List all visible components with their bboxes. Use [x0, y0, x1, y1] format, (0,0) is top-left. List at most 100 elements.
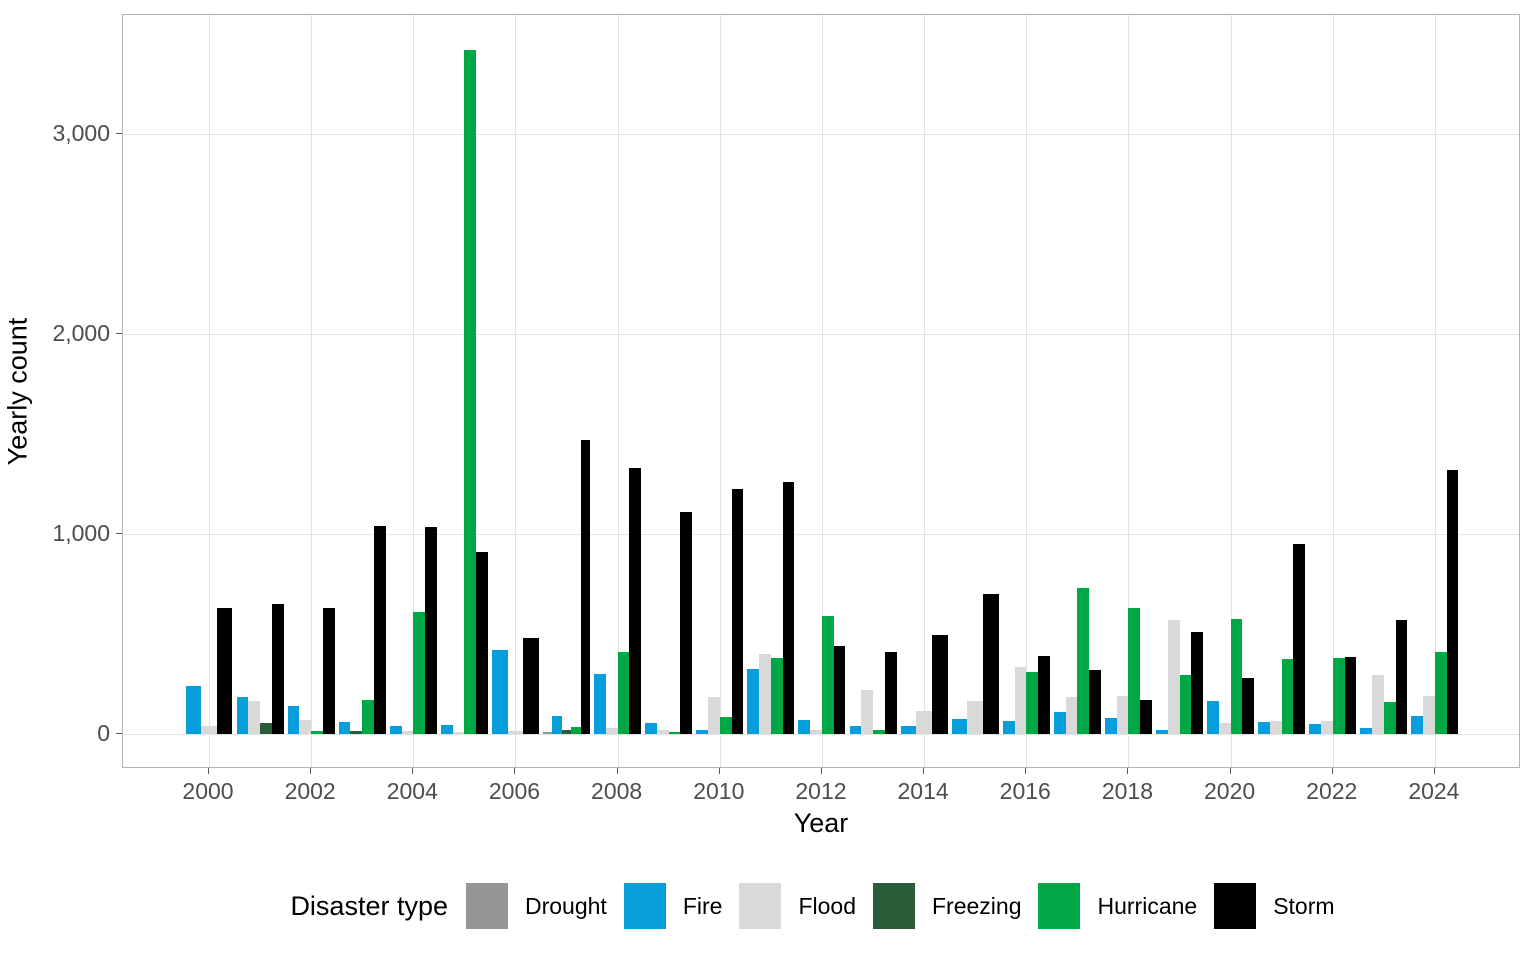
y-tick-mark: [116, 533, 122, 534]
x-tick-mark: [514, 768, 516, 774]
bar-flood-2004: [401, 731, 414, 734]
x-tick-mark: [1025, 768, 1027, 774]
bar-storm-2014: [931, 635, 948, 734]
x-tick-mark: [1331, 768, 1333, 774]
legend-title: Disaster type: [290, 890, 448, 921]
x-tick-mark: [1433, 768, 1435, 774]
bar-hurricane-2011: [770, 658, 783, 734]
bar-fire-2010: [696, 730, 709, 734]
gridline-x: [719, 15, 721, 767]
gridline-y: [123, 134, 1519, 135]
legend-item-drought: Drought: [466, 883, 607, 929]
legend-swatch-drought: [466, 883, 508, 929]
legend-swatch-flood: [739, 883, 782, 929]
bar-flood-2017: [1065, 697, 1078, 734]
bar-hurricane-2004: [413, 612, 426, 734]
bar-storm-2009: [680, 512, 693, 734]
gridline-x: [1026, 15, 1028, 767]
x-tick-label: 2022: [1306, 778, 1358, 804]
x-tick-label: 2000: [182, 778, 234, 804]
bar-fire-2007: [552, 716, 562, 734]
bar-flood-2008: [605, 728, 618, 734]
bar-fire-2023: [1360, 728, 1373, 734]
bar-storm-2019: [1191, 632, 1204, 734]
legend-item-flood: Flood: [739, 883, 856, 929]
legend-label: Hurricane: [1097, 892, 1198, 919]
bar-fire-2011: [747, 669, 760, 734]
bar-freezing-2001: [260, 723, 272, 734]
x-tick-label: 2008: [591, 778, 643, 804]
bar-fire-2004: [389, 726, 402, 734]
x-tick-label: 2004: [386, 778, 438, 804]
bar-storm-2002: [322, 608, 335, 734]
bar-hurricane-2012: [821, 616, 834, 734]
y-tick-label: 1,000: [52, 520, 110, 546]
x-tick-mark: [1127, 768, 1129, 774]
bar-fire-2016: [1002, 721, 1015, 734]
bar-fire-2005: [440, 725, 453, 734]
bar-hurricane-2022: [1332, 658, 1345, 734]
bar-fire-2018: [1104, 718, 1117, 734]
bar-hurricane-2005: [464, 50, 477, 734]
legend: Disaster type Drought Fire Flood Freezing Hu…: [122, 880, 1520, 932]
bar-hurricane-2018: [1128, 608, 1141, 734]
bar-storm-2004: [425, 527, 437, 734]
bar-storm-2018: [1140, 700, 1152, 734]
gridline-y: [123, 334, 1519, 335]
bar-hurricane-2023: [1383, 702, 1396, 734]
gridline-x: [413, 15, 415, 767]
bar-flood-2011: [759, 654, 771, 734]
legend-swatch-hurricane: [1038, 883, 1081, 929]
bar-storm-2015: [983, 594, 999, 734]
bar-hurricane-2007: [571, 727, 581, 734]
bar-fire-2012: [798, 720, 811, 734]
bar-storm-2023: [1395, 620, 1408, 734]
bar-flood-2002: [299, 720, 312, 734]
x-tick-label: 2016: [999, 778, 1051, 804]
legend-item-freezing: Freezing: [873, 883, 1021, 929]
bar-flood-2000: [201, 726, 217, 734]
bar-storm-2016: [1038, 656, 1050, 734]
legend-item-storm: Storm: [1214, 883, 1335, 929]
x-tick-label: 2002: [284, 778, 336, 804]
bar-storm-2007: [580, 440, 591, 734]
bar-storm-2008: [629, 468, 642, 734]
legend-label: Flood: [798, 892, 856, 919]
bar-fire-2021: [1258, 722, 1270, 734]
plot-panel: [122, 14, 1520, 768]
y-tick-label: 2,000: [52, 320, 110, 346]
bar-hurricane-2003: [362, 700, 374, 734]
bar-storm-2006: [523, 638, 539, 734]
bar-hurricane-2009: [668, 732, 681, 734]
bar-storm-2022: [1344, 657, 1357, 734]
bar-storm-2003: [373, 526, 386, 734]
x-tick-mark: [820, 768, 822, 774]
bar-hurricane-2020: [1230, 619, 1243, 734]
bar-hurricane-2013: [873, 730, 885, 734]
bar-fire-2013: [849, 726, 862, 734]
x-tick-label: 2012: [795, 778, 847, 804]
legend-item-fire: Fire: [623, 883, 723, 929]
x-axis-title: Year: [793, 808, 849, 838]
bar-fire-2001: [236, 697, 249, 734]
legend-swatch-freezing: [873, 883, 915, 929]
bar-fire-2000: [185, 686, 202, 734]
bar-hurricane-2002: [311, 731, 323, 734]
bar-fire-2015: [951, 719, 968, 734]
x-tick-mark: [718, 768, 720, 774]
legend-label: Fire: [682, 892, 723, 919]
x-tick-mark: [412, 768, 414, 774]
bar-flood-2010: [708, 697, 720, 734]
bar-fire-2002: [287, 706, 300, 734]
bar-fire-2009: [645, 723, 657, 734]
y-tick-label: 3,000: [52, 120, 110, 146]
gridline-x: [924, 15, 926, 767]
bar-fire-2019: [1156, 730, 1168, 734]
bar-flood-2024: [1423, 696, 1435, 734]
x-tick-mark: [208, 768, 209, 774]
bar-flood-2013: [861, 690, 874, 734]
bar-storm-2000: [216, 608, 233, 734]
bar-storm-2024: [1446, 470, 1459, 734]
gridline-x: [515, 15, 517, 767]
x-tick-mark: [1229, 768, 1231, 774]
